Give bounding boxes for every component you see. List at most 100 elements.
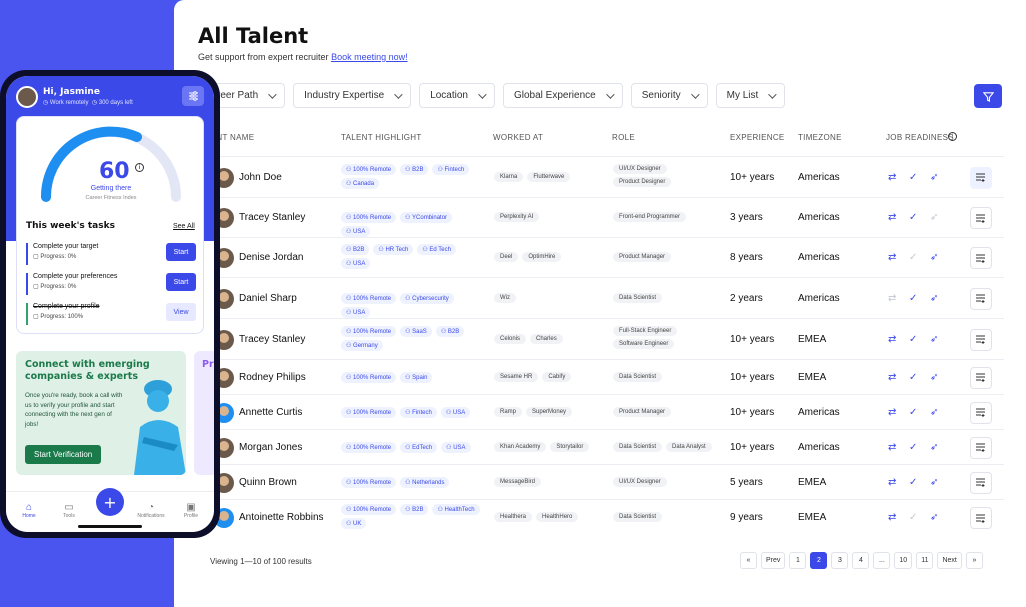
table-row[interactable]: Quinn Brown ⚇ 100% Remote ⚇ Netherlands Mes… bbox=[204, 464, 1004, 499]
talent-name[interactable]: Daniel Sharp bbox=[239, 292, 297, 304]
task-item: Complete your target ▢ Progress: 0% Start bbox=[26, 243, 196, 265]
bell-icon: ◔ bbox=[147, 502, 155, 513]
talent-name[interactable]: John Doe bbox=[239, 171, 282, 183]
talent-name[interactable]: Denise Jordan bbox=[239, 252, 304, 263]
add-button[interactable]: + bbox=[96, 488, 124, 516]
nav-tools[interactable]: ▭ Tools bbox=[52, 502, 86, 519]
badge-check-icon: ✓ bbox=[909, 252, 918, 263]
highlight-tag: ⚇ USA bbox=[341, 306, 371, 318]
filter-dropdown[interactable]: Location bbox=[419, 83, 495, 108]
filter-dropdown[interactable]: My List bbox=[715, 83, 786, 108]
job-readiness: ⇄ ✓ ➶ bbox=[888, 212, 941, 223]
row-action-button[interactable] bbox=[970, 287, 992, 310]
page-button[interactable]: 2 bbox=[810, 552, 828, 569]
page-button[interactable]: « bbox=[740, 552, 757, 569]
secondary-promo: Pre bbox=[194, 351, 214, 475]
row-action-button[interactable] bbox=[970, 366, 992, 389]
worked-at: Deel OptimHire bbox=[494, 252, 562, 262]
task-title: Complete your target bbox=[33, 243, 99, 250]
page-button[interactable]: 3 bbox=[831, 552, 849, 569]
highlight-tag: ⚇ HR Tech bbox=[373, 244, 414, 255]
highlight-tag: ⚇ 100% Remote bbox=[341, 371, 397, 383]
list-add-icon bbox=[976, 173, 985, 182]
chevron-down-icon bbox=[690, 89, 700, 99]
book-meeting-link[interactable]: Book meeting now! bbox=[331, 52, 408, 62]
highlight-tag: ⚇ Germany bbox=[341, 339, 383, 351]
nav-notifications[interactable]: ◔ Notifications bbox=[134, 502, 168, 519]
talent-highlights: ⚇ 100% Remote ⚇ B2B ⚇ HealthTech ⚇ UK bbox=[341, 504, 481, 529]
filter-button[interactable] bbox=[974, 84, 1002, 108]
table-row[interactable]: John Doe ⚇ 100% Remote ⚇ B2B ⚇ Fintech ⚇ Can… bbox=[204, 156, 1004, 197]
company-tag: SuperMoney bbox=[526, 406, 573, 417]
task-button[interactable]: Start bbox=[166, 243, 196, 261]
page-button[interactable]: 11 bbox=[916, 552, 934, 569]
row-action-button[interactable] bbox=[970, 471, 992, 494]
table-row[interactable]: Denise Jordan ⚇ B2B ⚇ HR Tech ⚇ Ed Tech ⚇ US… bbox=[204, 237, 1004, 277]
talent-name[interactable]: Antoinette Robbins bbox=[239, 512, 324, 523]
swap-icon: ⇄ bbox=[888, 292, 897, 304]
filter-dropdown[interactable]: Industry Expertise bbox=[293, 83, 412, 108]
column-header: ROLE bbox=[612, 133, 635, 142]
talent-name[interactable]: Annette Curtis bbox=[239, 406, 303, 418]
role-tag: UI/UX Designer bbox=[613, 476, 667, 487]
nav-home[interactable]: ⌂ Home bbox=[12, 502, 46, 519]
role-tag: Software Engineer bbox=[613, 338, 675, 349]
table-row[interactable]: Morgan Jones ⚇ 100% Remote ⚇ EdTech ⚇ USA Kh… bbox=[204, 429, 1004, 464]
list-add-icon bbox=[976, 478, 985, 487]
highlight-tag: ⚇ 100% Remote bbox=[341, 476, 397, 488]
list-add-icon bbox=[976, 254, 985, 263]
badge-check-icon: ✓ bbox=[909, 406, 918, 418]
table-row[interactable]: Rodney Philips ⚇ 100% Remote ⚇ Spain Sesame… bbox=[204, 359, 1004, 394]
page-button[interactable]: Next bbox=[937, 552, 962, 569]
settings-button[interactable] bbox=[182, 86, 204, 106]
page-button[interactable]: » bbox=[965, 552, 983, 569]
row-action-button[interactable] bbox=[970, 166, 992, 189]
role-tag: Data Scientist bbox=[613, 371, 663, 382]
page-button[interactable]: 10 bbox=[894, 552, 913, 569]
table-row[interactable]: Tracey Stanley ⚇ 100% Remote ⚇ YCombinator… bbox=[204, 197, 1004, 237]
talent-name[interactable]: Tracey Stanley bbox=[239, 333, 306, 345]
filter-dropdown[interactable]: Global Experience bbox=[503, 83, 623, 108]
avatar[interactable] bbox=[16, 86, 38, 108]
task-button[interactable]: View bbox=[166, 303, 196, 321]
see-all-link[interactable]: See All bbox=[173, 223, 195, 230]
pagination: «Prev 1 2 3 4... 10 11 Next» bbox=[740, 552, 983, 569]
column-header: TALENT HIGHLIGHT bbox=[341, 133, 422, 142]
job-readiness: ⇄ ✓ ➶ bbox=[888, 372, 941, 383]
row-action-button[interactable] bbox=[970, 247, 992, 269]
table-row[interactable]: Annette Curtis ⚇ 100% Remote ⚇ Fintech ⚇ US… bbox=[204, 394, 1004, 429]
home-icon: ⌂ bbox=[25, 502, 33, 513]
task-progress: ▢ Progress: 0% bbox=[33, 284, 77, 290]
badge-check-icon: ✓ bbox=[909, 476, 918, 488]
badge-check-icon: ✓ bbox=[909, 333, 918, 345]
table-row[interactable]: Antoinette Robbins ⚇ 100% Remote ⚇ B2B ⚇ He… bbox=[204, 499, 1004, 535]
talent-name[interactable]: Rodney Philips bbox=[239, 371, 306, 383]
talent-name[interactable]: Tracey Stanley bbox=[239, 212, 306, 223]
row-action-button[interactable] bbox=[970, 401, 992, 424]
page-button[interactable]: ... bbox=[873, 552, 891, 569]
row-action-button[interactable] bbox=[970, 507, 992, 529]
info-icon[interactable]: i bbox=[135, 163, 144, 172]
nav-profile[interactable]: ▣ Profile bbox=[174, 502, 208, 519]
filter-dropdown[interactable]: Seniority bbox=[630, 83, 708, 108]
roles: Data Scientist bbox=[613, 292, 703, 303]
talent-name[interactable]: Quinn Brown bbox=[239, 476, 297, 488]
start-verification-button[interactable]: Start Verification bbox=[25, 445, 102, 464]
page-button[interactable]: 1 bbox=[789, 552, 807, 569]
list-add-icon bbox=[976, 294, 985, 303]
table-row[interactable]: Tracey Stanley ⚇ 100% Remote ⚇ SaaS ⚇ B2B ⚇ … bbox=[204, 318, 1004, 359]
task-button[interactable]: Start bbox=[166, 273, 196, 291]
page-button[interactable]: Prev bbox=[761, 552, 786, 569]
highlight-tag: ⚇ 100% Remote bbox=[341, 504, 397, 515]
role-tag: Full-Stack Engineer bbox=[613, 325, 678, 336]
row-action-button[interactable] bbox=[970, 436, 992, 459]
table-row[interactable]: Daniel Sharp ⚇ 100% Remote ⚇ Cybersecurity… bbox=[204, 277, 1004, 318]
task-progress: ▢ Progress: 0% bbox=[33, 254, 77, 260]
chevron-down-icon bbox=[605, 89, 615, 99]
info-icon[interactable]: i bbox=[948, 132, 957, 141]
row-action-button[interactable] bbox=[970, 207, 992, 229]
row-action-button[interactable] bbox=[970, 328, 992, 351]
page-button[interactable]: 4 bbox=[852, 552, 870, 569]
roles: Data Scientist Data Analyst bbox=[613, 441, 733, 452]
talent-name[interactable]: Morgan Jones bbox=[239, 441, 303, 453]
